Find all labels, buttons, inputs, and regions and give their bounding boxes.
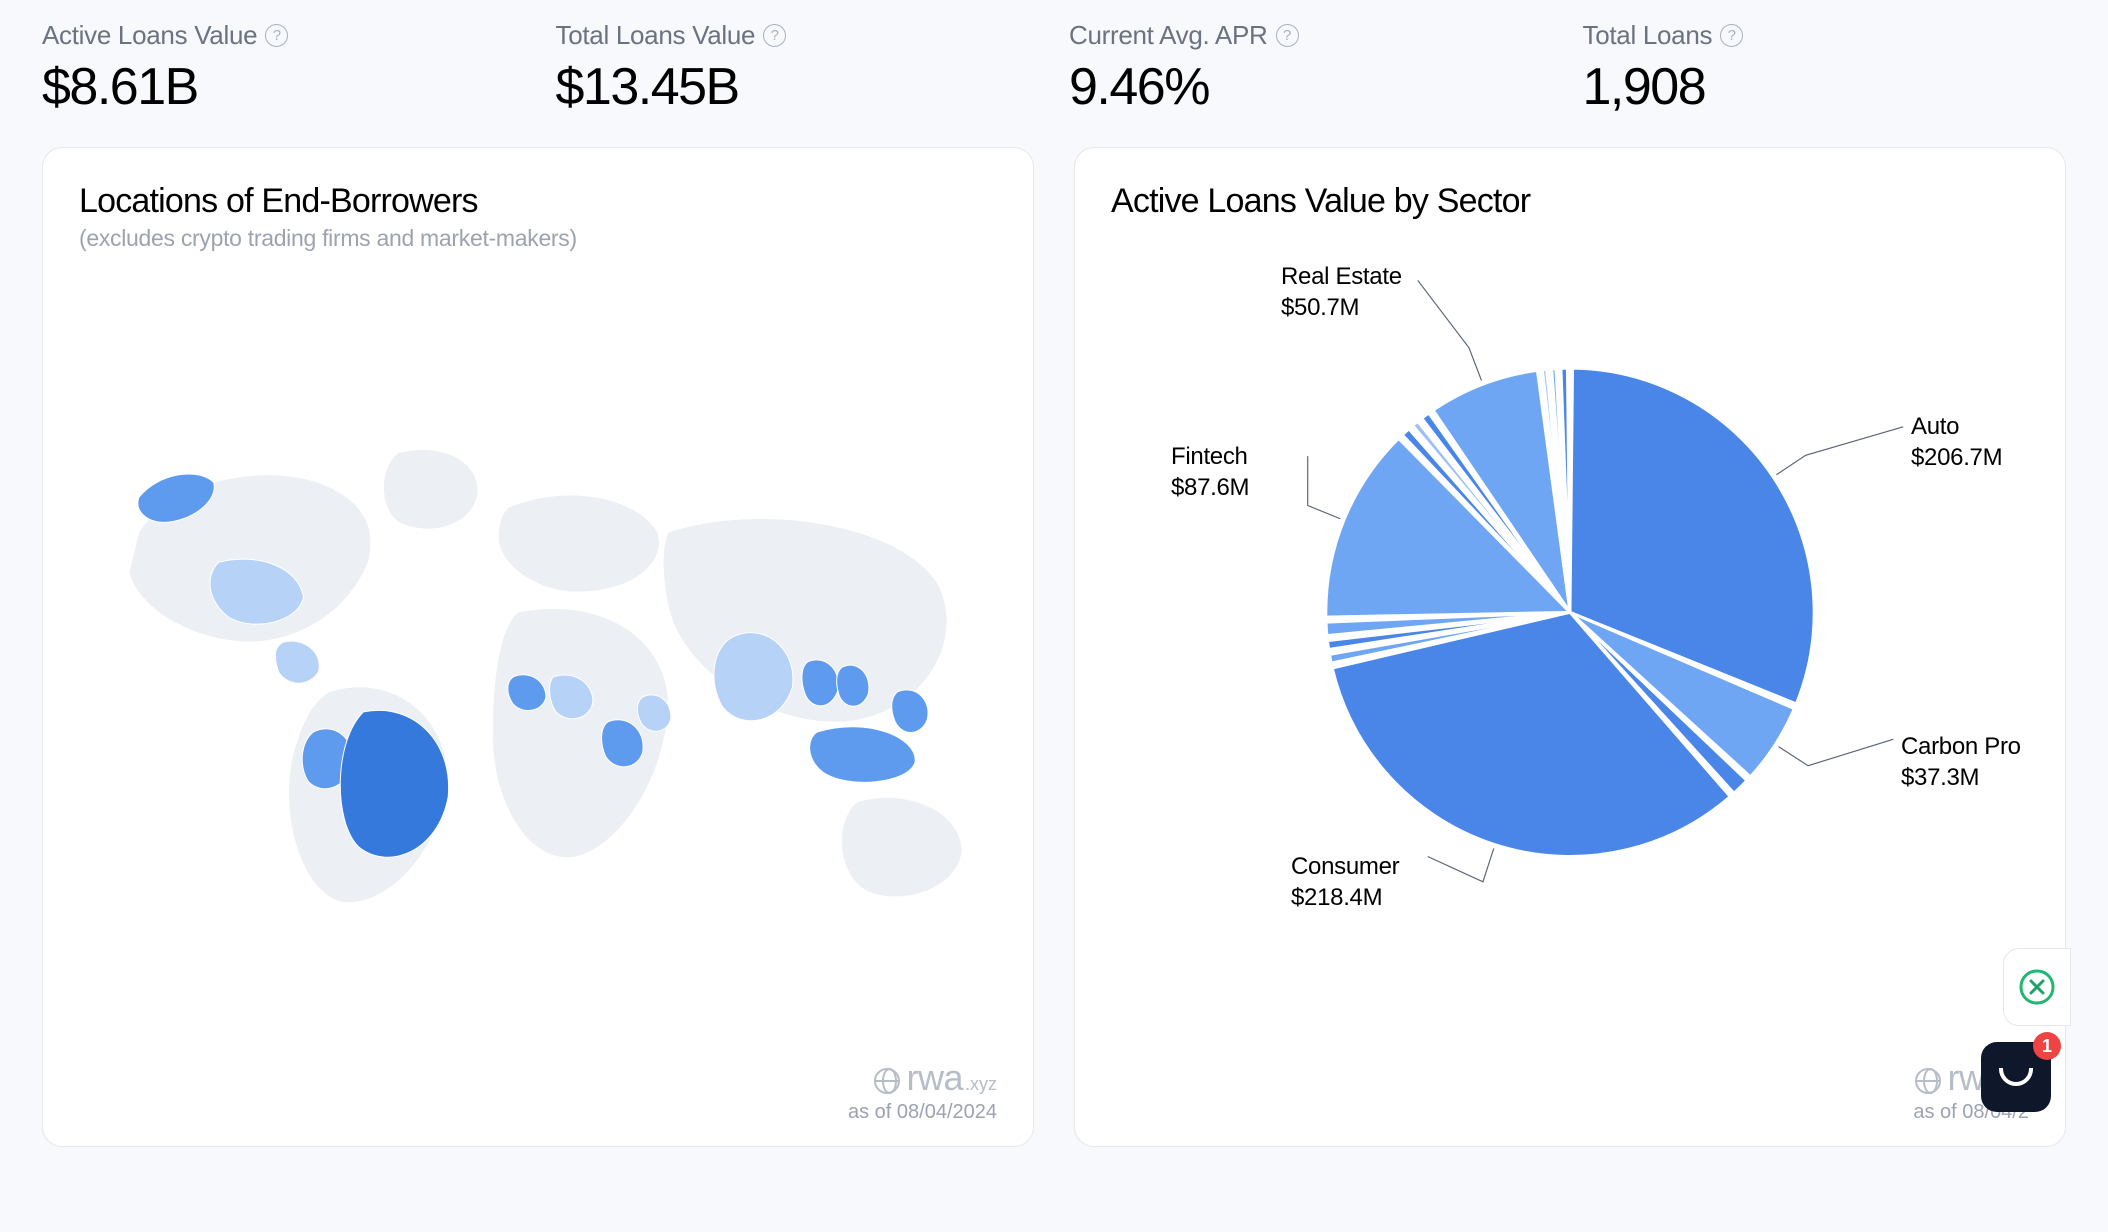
metric-label: Current Avg. APR bbox=[1069, 20, 1268, 51]
metric-value: $8.61B bbox=[42, 57, 526, 117]
metric-label: Active Loans Value bbox=[42, 20, 257, 51]
metric-value: $13.45B bbox=[556, 57, 1040, 117]
cards-row: Locations of End-Borrowers (excludes cry… bbox=[42, 147, 2066, 1147]
metric-label: Total Loans bbox=[1583, 20, 1713, 51]
pie-chart[interactable]: Real Estate$50.7M Fintech$87.6M Auto$206.7… bbox=[1111, 251, 2029, 991]
map-card: Locations of End-Borrowers (excludes cry… bbox=[42, 147, 1034, 1147]
card-title: Locations of End-Borrowers bbox=[79, 182, 997, 221]
metric-value: 1,908 bbox=[1583, 57, 2067, 117]
metric-current-avg-apr: Current Avg. APR ? 9.46% bbox=[1069, 20, 1553, 117]
brand-name: rwa bbox=[906, 1057, 963, 1099]
pie-label-real-estate: Real Estate$50.7M bbox=[1281, 261, 1402, 323]
help-icon[interactable]: ? bbox=[265, 24, 288, 47]
metric-total-loans-value: Total Loans Value ? $13.45B bbox=[556, 20, 1040, 117]
pie-label-fintech: Fintech$87.6M bbox=[1171, 441, 1249, 503]
globe-icon bbox=[1915, 1068, 1941, 1094]
help-icon[interactable]: ? bbox=[1720, 24, 1743, 47]
region-philippines[interactable] bbox=[892, 690, 928, 733]
metric-value: 9.46% bbox=[1069, 57, 1553, 117]
chat-icon bbox=[1999, 1068, 2033, 1086]
metric-active-loans-value: Active Loans Value ? $8.61B bbox=[42, 20, 526, 117]
brand-suffix: .xyz bbox=[965, 1074, 997, 1095]
metric-total-loans: Total Loans ? 1,908 bbox=[1583, 20, 2067, 117]
side-widget-button[interactable] bbox=[2003, 948, 2071, 1026]
pie-label-consumer: Consumer$218.4M bbox=[1291, 851, 1399, 913]
pie-card: Active Loans Value by Sector Real Estate… bbox=[1074, 147, 2066, 1147]
region-indonesia[interactable] bbox=[810, 727, 916, 783]
card-footer: rwa .xyz as of 08/04/2024 bbox=[848, 1057, 997, 1124]
region-india[interactable] bbox=[714, 633, 793, 721]
region-mexico[interactable] bbox=[275, 641, 319, 683]
notification-count: 1 bbox=[2033, 1032, 2061, 1060]
globe-icon bbox=[874, 1068, 900, 1094]
help-icon[interactable]: ? bbox=[1276, 24, 1299, 47]
card-subtitle: (excludes crypto trading firms and marke… bbox=[79, 225, 997, 252]
pie-label-auto: Auto$206.7M bbox=[1911, 411, 2002, 473]
card-title: Active Loans Value by Sector bbox=[1111, 182, 2029, 221]
pie-label-carbon: Carbon Pro$37.3M bbox=[1901, 731, 2021, 793]
asof-label: as of 08/04/2024 bbox=[848, 1101, 997, 1124]
metric-label: Total Loans Value bbox=[556, 20, 756, 51]
world-map[interactable] bbox=[79, 352, 997, 992]
chat-widget-button[interactable]: 1 bbox=[1981, 1042, 2051, 1112]
help-icon[interactable]: ? bbox=[763, 24, 786, 47]
metrics-row: Active Loans Value ? $8.61B Total Loans … bbox=[42, 20, 2066, 117]
